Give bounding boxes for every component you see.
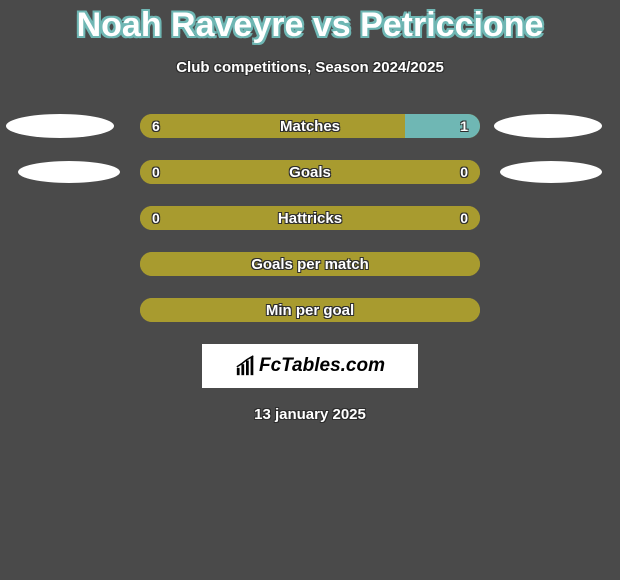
left-value-ellipse (6, 114, 114, 138)
date-label: 13 january 2025 (0, 406, 620, 423)
stat-value-left: 6 (152, 114, 160, 138)
right-value-ellipse (500, 161, 602, 183)
brand-text: FcTables.com (259, 355, 385, 377)
stat-bar: Hattricks0 0 (140, 206, 480, 230)
stat-value-right: 0 (460, 160, 468, 184)
stat-row: Goals per match (0, 252, 620, 276)
stat-label: Min per goal (140, 298, 480, 322)
stat-bar: Min per goal (140, 298, 480, 322)
bars-container: Matches61Goals00Hattricks00Goals per mat… (0, 114, 620, 322)
right-value-ellipse (494, 114, 602, 138)
stat-row: Hattricks0 0 (0, 206, 620, 230)
bar-chart-icon (235, 355, 257, 377)
brand-logo: FcTables.com (202, 344, 418, 388)
subtitle: Club competitions, Season 2024/2025 (0, 59, 620, 76)
stat-row: Goals0 0 (0, 160, 620, 184)
stat-label: Goals per match (140, 252, 480, 276)
stat-row: Matches6 1 (0, 114, 620, 138)
stat-value-right: 0 (460, 206, 468, 230)
stat-bar: Goals0 0 (140, 160, 480, 184)
comparison-infographic: Noah Raveyre vs Petriccione Club competi… (0, 0, 620, 580)
stat-bar: Matches6 1 (140, 114, 480, 138)
left-value-ellipse (18, 161, 120, 183)
stat-bar: Goals per match (140, 252, 480, 276)
stat-label: Goals (140, 160, 480, 184)
stat-label: Matches (140, 114, 480, 138)
stat-value-right: 1 (460, 114, 468, 138)
stat-label: Hattricks (140, 206, 480, 230)
stat-row: Min per goal (0, 298, 620, 322)
stat-value-left: 0 (152, 160, 160, 184)
stat-value-left: 0 (152, 206, 160, 230)
page-title: Noah Raveyre vs Petriccione (0, 0, 620, 45)
